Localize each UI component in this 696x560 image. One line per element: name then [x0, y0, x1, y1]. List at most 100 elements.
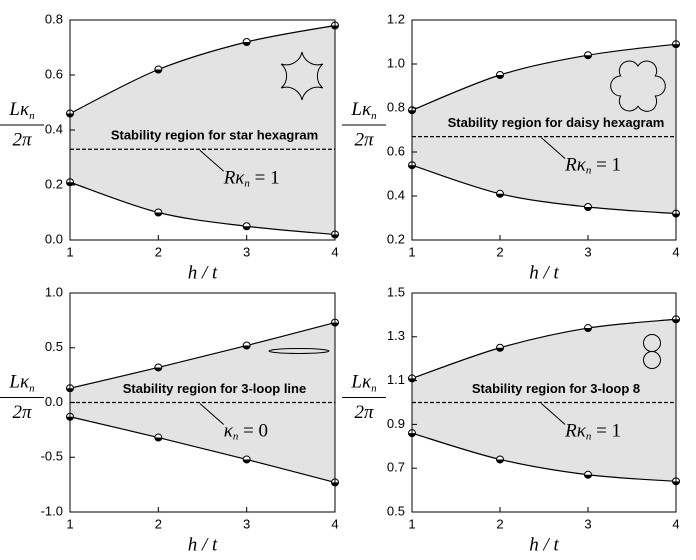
y-axis-label-part: Lκ	[8, 372, 30, 393]
y-tick-label: 0.2	[387, 231, 405, 246]
point-shade	[243, 345, 251, 350]
y-tick-label: 0.5	[45, 339, 63, 354]
x-tick-label: 3	[584, 244, 591, 259]
inset-shape	[610, 60, 666, 112]
y-axis-label: 2π	[12, 129, 32, 150]
point-shade	[243, 459, 251, 463]
y-tick-label: 1.1	[387, 372, 405, 387]
annotation: Rκn = 1	[564, 155, 621, 176]
point-shade	[154, 437, 162, 442]
y-axis-label-part: n	[29, 110, 35, 122]
region-label: Stability region for daisy hexagram	[448, 115, 665, 130]
y-tick-label: 0.6	[387, 143, 405, 158]
y-tick-label: 0.4	[387, 187, 405, 202]
x-tick-label: 2	[496, 244, 503, 259]
annotation-part: Rκ	[223, 168, 246, 189]
x-tick-label: 3	[243, 516, 250, 531]
annotation-leader	[199, 403, 225, 425]
annotation-part: κ	[224, 421, 234, 442]
annotation-part: Rκ	[564, 421, 587, 442]
y-tick-label: 0.6	[45, 66, 63, 81]
annotation-part: n	[244, 177, 250, 189]
x-tick-label: 1	[66, 516, 73, 531]
curve	[69, 24, 336, 115]
panel: Stability region for daisy hexagram Rκn =…	[342, 11, 680, 283]
x-tick-label: 4	[331, 516, 338, 531]
curve	[411, 43, 677, 111]
y-tick-label: 0.5	[387, 503, 405, 518]
x-tick-label: 2	[155, 244, 162, 259]
stability-region	[70, 25, 335, 235]
x-tick-label: 2	[496, 516, 503, 531]
x-tick-label: 3	[243, 244, 250, 259]
annotation-part: n	[586, 164, 592, 176]
point-shade	[584, 207, 592, 211]
annotation: Rκn = 1	[223, 168, 280, 189]
y-tick-label: 1.3	[387, 328, 405, 343]
y-tick-label: 0.2	[45, 176, 63, 191]
inset-shape	[280, 51, 324, 101]
annotation: Rκn = 1	[564, 421, 621, 442]
x-tick-label: 1	[408, 516, 415, 531]
y-axis-label: Lκn	[350, 99, 377, 121]
annotation-part: = 1	[591, 421, 621, 442]
x-tick-label: 2	[155, 516, 162, 531]
annotation-part: Rκ	[564, 155, 587, 176]
x-axis-label: h / t	[529, 262, 559, 283]
curve	[69, 181, 336, 236]
y-axis-label-part: Lκ	[350, 99, 372, 120]
inset-shape	[268, 348, 330, 354]
y-tick-label: -1.0	[41, 503, 63, 518]
panel: Stability region for star hexagram Rκn = …	[0, 11, 339, 283]
y-axis-label: Lκn	[8, 372, 35, 394]
plot-frame	[411, 292, 677, 513]
region-label: Stability region for star hexagram	[111, 128, 318, 143]
y-tick-label: 0.4	[45, 121, 63, 136]
x-axis-label: h / t	[188, 534, 218, 555]
point-shade	[243, 226, 251, 230]
y-tick-label: 0.8	[45, 11, 63, 26]
point-shade	[584, 474, 592, 479]
y-tick-label: 0.9	[387, 416, 405, 431]
y-tick-label: 0.8	[387, 99, 405, 114]
y-axis-label-part: n	[29, 382, 35, 394]
point-shade	[154, 367, 162, 371]
annotation-part: n	[586, 430, 592, 442]
curve	[69, 416, 336, 484]
y-axis-label: Lκn	[350, 372, 377, 394]
point-shade	[584, 328, 592, 332]
x-tick-label: 4	[672, 244, 679, 259]
y-tick-label: 1.0	[387, 55, 405, 70]
region-label: Stability region for 3-loop line	[123, 381, 306, 396]
point-shade	[243, 42, 251, 46]
plot-frame	[411, 19, 677, 241]
y-axis-label-part: n	[371, 382, 377, 394]
annotation-part: = 0	[238, 421, 268, 442]
annotation-part: = 1	[591, 155, 621, 176]
y-axis-label: 2π	[354, 402, 374, 423]
stability-region	[412, 44, 676, 214]
stability-region	[412, 319, 676, 482]
point-shade	[154, 212, 162, 216]
inset-shape	[643, 351, 661, 369]
x-tick-label: 3	[584, 516, 591, 531]
y-tick-label: 1.0	[45, 284, 63, 299]
y-axis-label: 2π	[354, 129, 374, 150]
y-axis-label: Lκn	[8, 99, 35, 121]
x-axis-label: h / t	[188, 262, 218, 283]
y-tick-label: 1.2	[387, 11, 405, 26]
y-tick-label: 0.7	[387, 460, 405, 475]
y-tick-label: -0.5	[41, 449, 63, 464]
annotation-leader	[199, 149, 225, 172]
annotation-leader	[541, 403, 566, 425]
curve	[69, 321, 336, 389]
y-tick-label: 1.5	[387, 284, 405, 299]
y-axis-label-part: Lκ	[8, 99, 30, 120]
x-tick-label: 4	[331, 244, 338, 259]
y-tick-label: 0.0	[45, 231, 63, 246]
annotation-part: n	[233, 430, 239, 442]
x-tick-label: 1	[408, 244, 415, 259]
